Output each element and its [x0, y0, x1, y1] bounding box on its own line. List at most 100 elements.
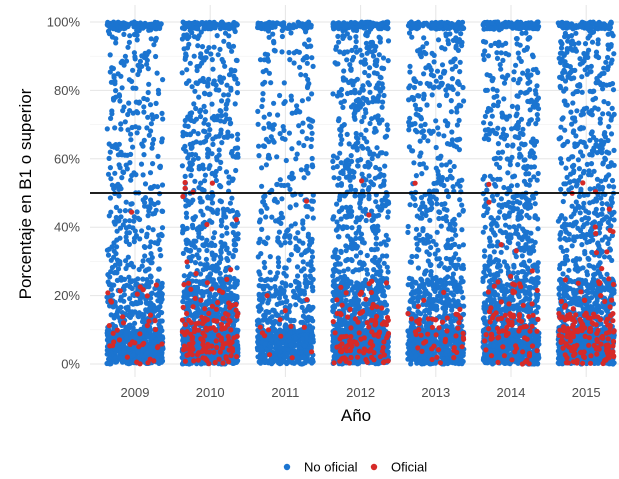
data-point	[146, 306, 152, 312]
data-point	[131, 218, 137, 224]
data-point	[286, 130, 292, 136]
data-point	[269, 24, 276, 30]
data-point	[150, 302, 156, 308]
data-point	[217, 118, 224, 124]
data-point	[222, 63, 228, 69]
data-point	[114, 277, 120, 283]
data-point	[112, 125, 118, 131]
data-point	[124, 282, 130, 288]
data-point	[355, 163, 361, 169]
data-point	[118, 126, 124, 132]
data-point	[182, 143, 188, 149]
data-point	[157, 25, 163, 31]
data-point	[296, 288, 302, 294]
data-point	[186, 273, 192, 279]
data-point	[279, 196, 285, 202]
data-point	[196, 163, 202, 170]
data-point	[123, 199, 129, 205]
data-point	[259, 103, 265, 110]
data-point	[130, 325, 136, 331]
data-point	[218, 108, 224, 114]
data-point	[261, 283, 267, 289]
data-point	[127, 160, 133, 166]
data-point	[224, 82, 230, 88]
data-point	[343, 297, 349, 303]
data-point	[348, 66, 354, 72]
data-point	[310, 284, 316, 290]
data-point	[262, 359, 268, 365]
data-point	[334, 201, 340, 207]
data-point	[140, 172, 146, 178]
data-point	[190, 197, 196, 203]
data-point	[235, 145, 241, 151]
data-point	[212, 242, 218, 248]
data-point	[370, 53, 377, 59]
data-point	[299, 98, 305, 104]
data-point	[139, 63, 145, 69]
data-point	[266, 19, 272, 25]
data-point	[372, 247, 378, 253]
data-point	[121, 169, 127, 176]
data-point	[146, 132, 152, 138]
data-point	[147, 102, 154, 108]
data-point	[330, 91, 336, 97]
data-point	[330, 153, 337, 159]
data-point	[339, 205, 345, 211]
data-point	[287, 240, 293, 246]
data-point	[132, 54, 138, 60]
data-point	[118, 275, 124, 281]
data-point	[140, 347, 146, 353]
data-point	[106, 351, 112, 358]
data-point	[108, 176, 114, 182]
data-point	[145, 204, 151, 210]
data-point	[140, 258, 146, 264]
data-point	[342, 193, 348, 199]
data-point	[206, 132, 212, 138]
data-point	[121, 292, 127, 298]
data-point	[367, 65, 373, 71]
data-point	[301, 288, 307, 295]
data-point	[303, 29, 309, 35]
data-point	[234, 90, 240, 96]
data-point	[286, 49, 292, 56]
data-point	[296, 280, 302, 286]
data-point	[212, 24, 218, 30]
data-point	[304, 248, 310, 254]
data-point	[257, 217, 263, 223]
data-point	[230, 176, 236, 182]
data-point	[373, 85, 379, 91]
data-point	[337, 126, 343, 133]
data-point	[219, 140, 225, 146]
data-point	[215, 113, 221, 119]
data-point	[223, 106, 229, 112]
data-point	[281, 100, 287, 106]
data-point	[358, 196, 364, 202]
data-point	[303, 282, 309, 288]
data-point	[383, 133, 390, 139]
data-point	[218, 247, 224, 253]
data-point	[114, 145, 120, 152]
data-point	[187, 141, 193, 147]
data-point	[359, 52, 365, 58]
data-point	[274, 154, 280, 160]
data-point	[125, 254, 131, 260]
data-point	[264, 276, 271, 282]
data-point	[374, 145, 380, 151]
data-point	[287, 24, 294, 30]
data-point	[202, 117, 208, 123]
data-point	[155, 87, 161, 93]
data-point	[218, 184, 224, 190]
data-point	[113, 40, 119, 46]
data-point	[259, 299, 265, 305]
data-point	[356, 304, 363, 310]
data-point	[112, 170, 118, 176]
data-point	[300, 57, 306, 63]
data-point	[359, 171, 365, 177]
data-point	[297, 64, 303, 70]
data-point	[132, 278, 138, 284]
data-point	[149, 23, 155, 29]
data-point	[122, 53, 128, 59]
data-point	[337, 150, 343, 156]
data-point	[348, 153, 354, 159]
data-point	[235, 136, 241, 142]
